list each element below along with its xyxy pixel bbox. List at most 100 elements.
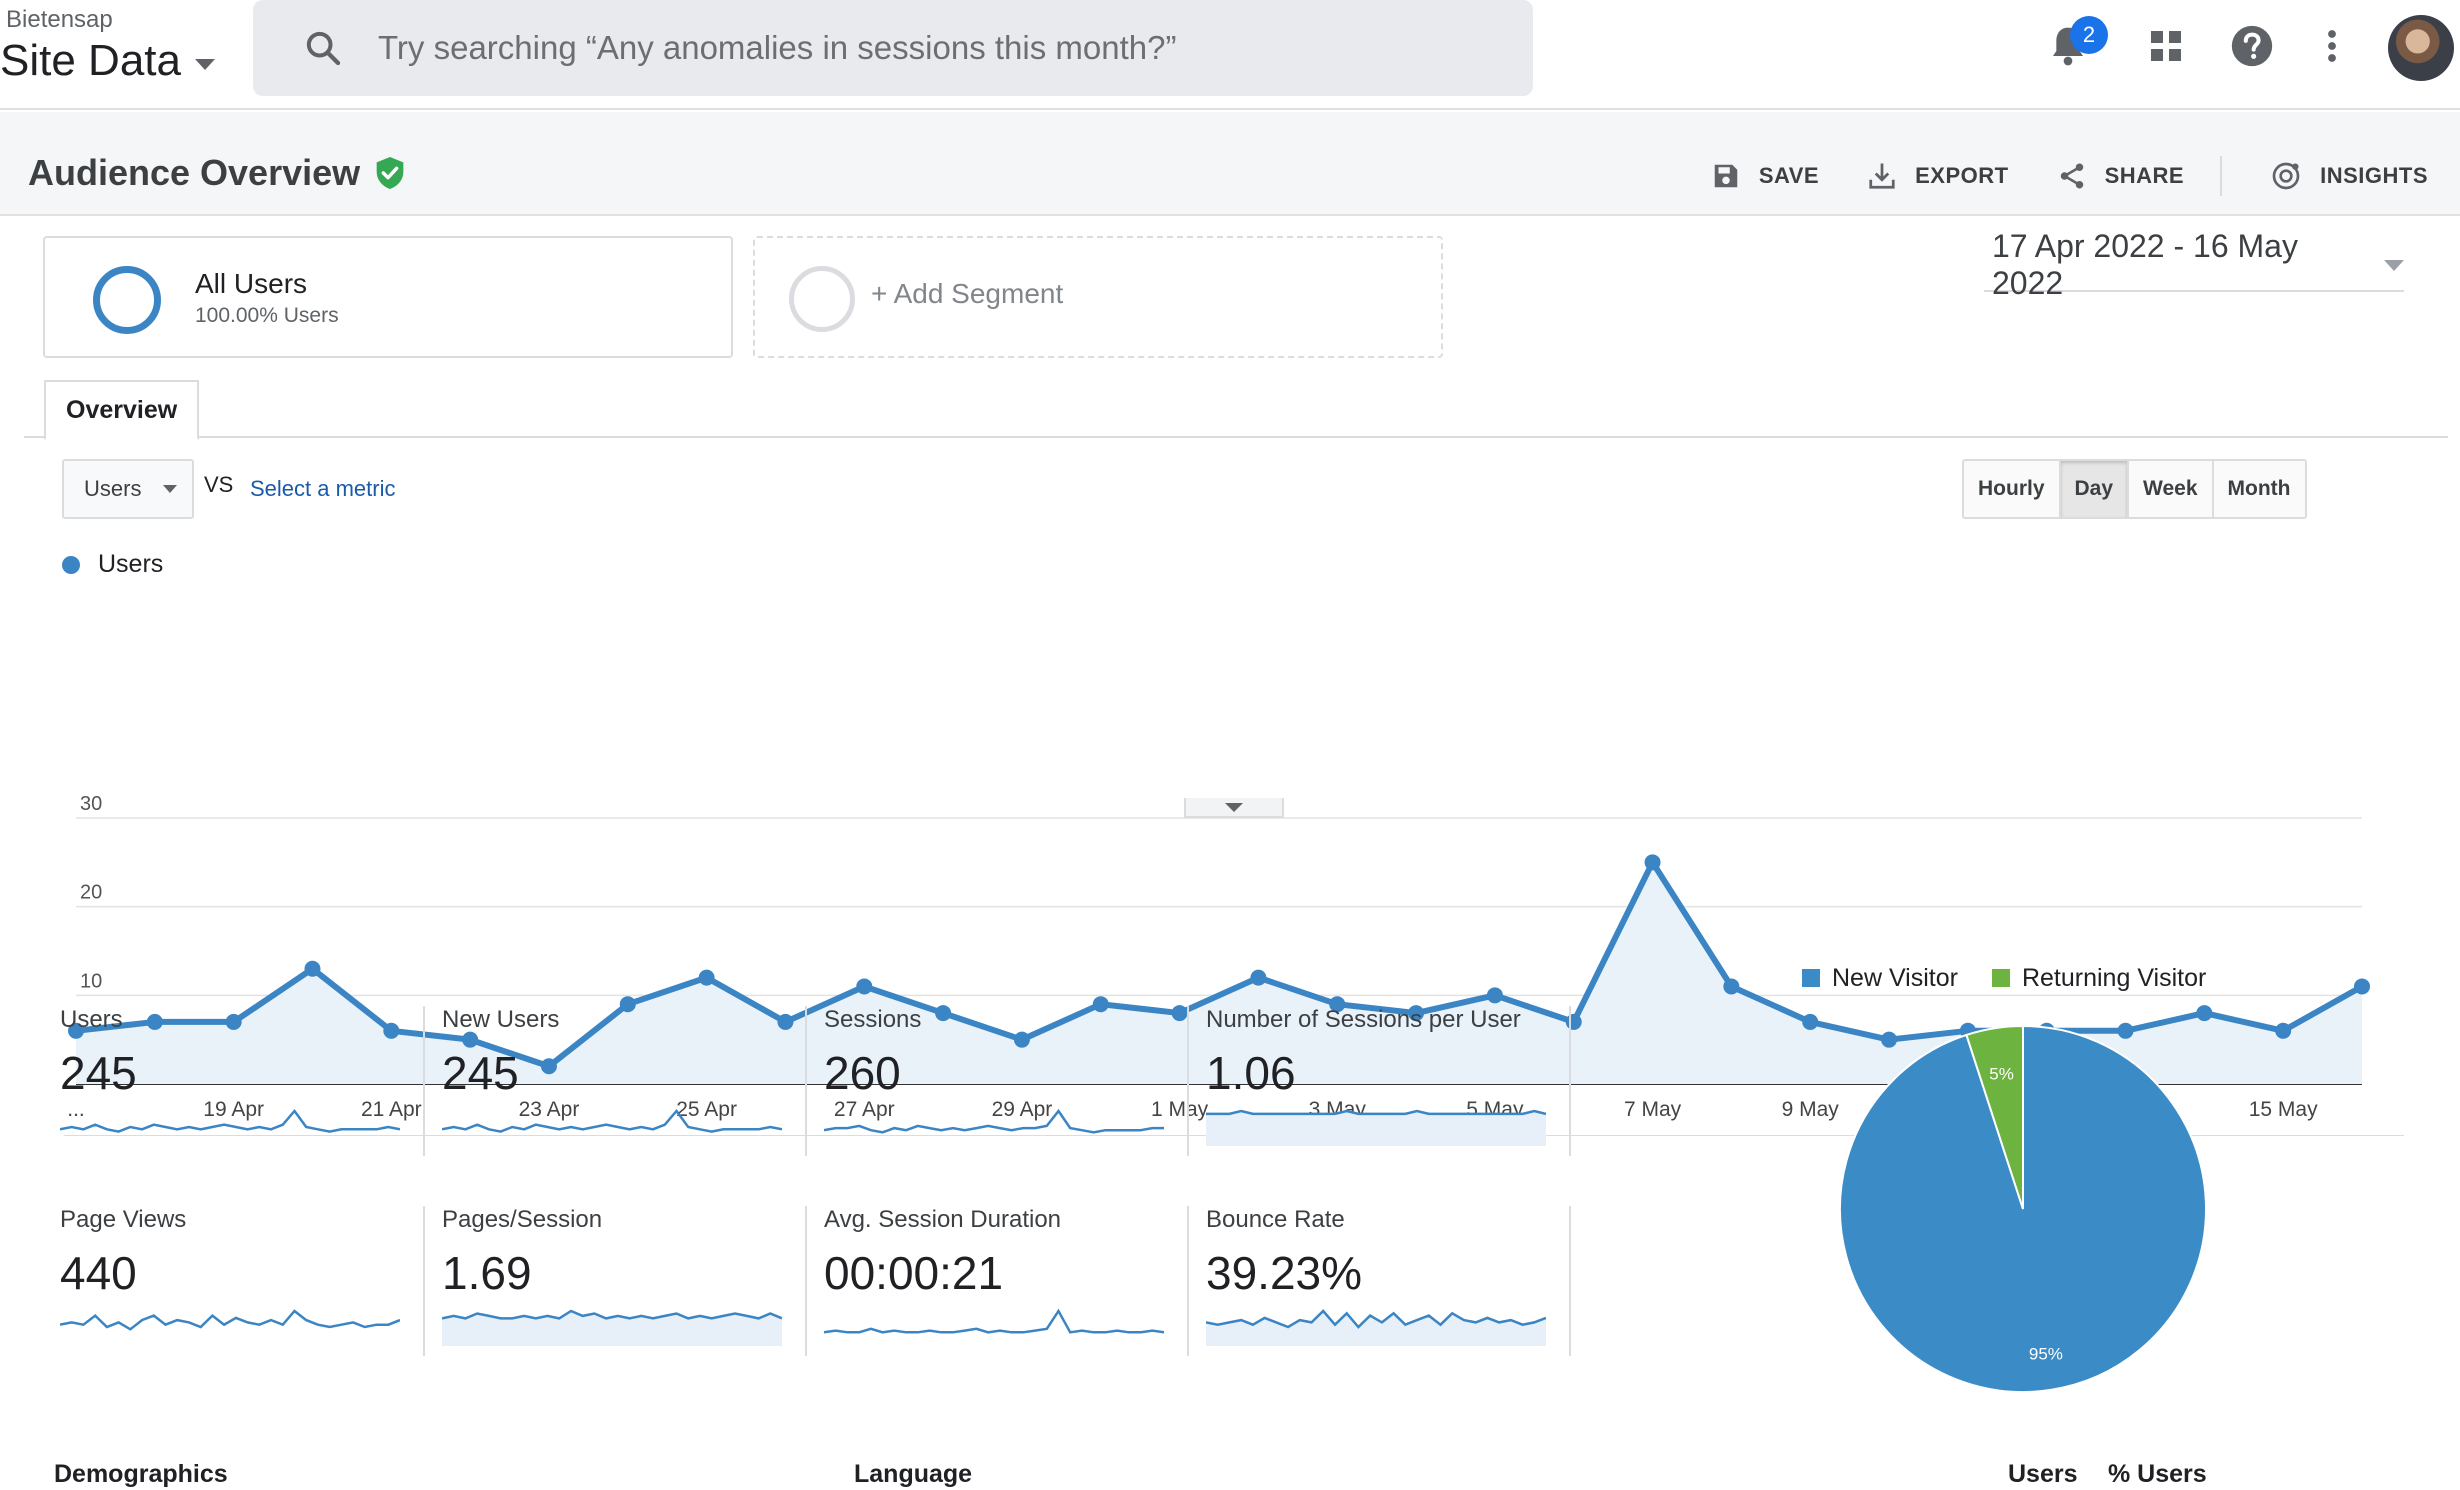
period-week-button[interactable]: Week: [2129, 461, 2214, 517]
data-point[interactable]: [146, 1013, 163, 1030]
chart-legend: Users: [62, 550, 163, 579]
data-point[interactable]: [777, 1013, 794, 1030]
data-point[interactable]: [1408, 1005, 1425, 1022]
chart-collapse-handle[interactable]: [1184, 798, 1284, 818]
tab-overview[interactable]: Overview: [44, 380, 200, 440]
save-button[interactable]: SAVE: [1711, 161, 1819, 191]
card-divider: [1187, 1006, 1189, 1156]
scorecard-new-users[interactable]: New Users 245: [428, 1006, 788, 1196]
notification-badge: 2: [2070, 16, 2108, 54]
data-point[interactable]: [856, 978, 873, 995]
avatar[interactable]: [2388, 15, 2454, 81]
x-tick-label: 21 Apr: [361, 1098, 422, 1121]
data-point[interactable]: [1723, 978, 1740, 995]
data-point[interactable]: [2117, 1022, 2134, 1039]
more-options-button[interactable]: [2306, 20, 2358, 72]
card-divider: [423, 1206, 425, 1356]
pie-slice-label: 95%: [2029, 1345, 2063, 1364]
metric-dropdown[interactable]: Users: [62, 459, 194, 519]
data-point[interactable]: [698, 969, 715, 986]
chevron-down-icon: [1225, 802, 1243, 812]
period-day-button[interactable]: Day: [2060, 461, 2130, 517]
scorecard-pages-per-session[interactable]: Pages/Session 1.69: [428, 1206, 788, 1396]
search-input[interactable]: [378, 0, 1478, 96]
search-bar[interactable]: [253, 0, 1533, 96]
x-tick-label: 27 Apr: [834, 1098, 895, 1121]
data-point[interactable]: [619, 996, 636, 1013]
pie-legend-item-returning[interactable]: Returning Visitor: [1991, 964, 2207, 993]
scorecard-label: New Users: [442, 1006, 560, 1033]
y-tick-label: 10: [80, 970, 102, 992]
x-tick-label: 7 May: [1624, 1098, 1682, 1121]
data-point[interactable]: [1092, 996, 1109, 1013]
demographics-heading: Demographics: [54, 1460, 228, 1488]
data-point[interactable]: [383, 1022, 400, 1039]
add-segment-button[interactable]: + Add Segment: [753, 236, 1443, 358]
pie-legend-label: New Visitor: [1832, 964, 1958, 992]
data-point[interactable]: [2275, 1022, 2292, 1039]
scorecard-users[interactable]: Users 245: [46, 1006, 406, 1196]
data-point[interactable]: [1881, 1031, 1898, 1048]
data-point[interactable]: [2354, 978, 2370, 995]
segment-all-users[interactable]: All Users 100.00% Users: [43, 236, 733, 358]
property-selector[interactable]: Site Data: [0, 36, 215, 86]
pie-legend-item-new[interactable]: New Visitor: [1802, 964, 1958, 993]
pie-slice-label: 5%: [1989, 1064, 2014, 1083]
date-range-picker[interactable]: 17 Apr 2022 - 16 May 2022: [1984, 228, 2404, 301]
data-point[interactable]: [1644, 854, 1661, 871]
account-name: Bietensap: [6, 6, 113, 33]
data-point[interactable]: [935, 1005, 952, 1022]
export-button[interactable]: EXPORT: [1867, 161, 2008, 191]
segment-ring-icon: [93, 266, 161, 334]
period-hourly-button[interactable]: Hourly: [1964, 461, 2061, 517]
legend-swatch: [1991, 969, 2010, 987]
data-point[interactable]: [1486, 987, 1503, 1004]
x-tick-label: ...: [67, 1098, 85, 1121]
data-point[interactable]: [1802, 1013, 1819, 1030]
pie-slice[interactable]: [1965, 1024, 2024, 1210]
y-tick-label: 20: [80, 882, 102, 904]
data-point[interactable]: [1013, 1031, 1030, 1048]
apps-button[interactable]: [2140, 20, 2192, 72]
data-point[interactable]: [68, 1022, 84, 1039]
scorecard-sessions-per-user[interactable]: Number of Sessions per User 1.06: [1192, 1006, 1552, 1196]
card-divider: [1569, 1006, 1571, 1156]
select-metric-link[interactable]: Select a metric: [250, 476, 396, 501]
scorecard-value: 00:00:21: [824, 1247, 1004, 1299]
scorecard-bounce-rate[interactable]: Bounce Rate 39.23%: [1192, 1206, 1552, 1396]
scorecard-avg-session-duration[interactable]: Avg. Session Duration 00:00:21: [810, 1206, 1170, 1396]
scorecard-value: 245: [60, 1047, 137, 1099]
data-point[interactable]: [304, 960, 321, 977]
scorecard-value: 1.06: [1206, 1047, 1296, 1099]
help-button[interactable]: [2226, 20, 2278, 72]
share-icon: [2060, 163, 2083, 189]
scorecard-label: Users: [60, 1006, 123, 1033]
scorecard-value: 39.23%: [1206, 1247, 1363, 1299]
chevron-down-icon: [163, 485, 178, 493]
sparkline-area: [1206, 1311, 1546, 1346]
visitor-pie-chart: 95% 5%: [1839, 1024, 2207, 1393]
pie-legend-label: Returning Visitor: [2021, 964, 2207, 992]
x-tick-label: 19 Apr: [203, 1098, 264, 1121]
chevron-down-icon: [2384, 259, 2404, 271]
page-header: Audience Overview SAVE EXPORT: [0, 112, 2460, 216]
data-point[interactable]: [462, 1031, 479, 1048]
card-divider: [423, 1006, 425, 1156]
share-button[interactable]: SHARE: [2057, 161, 2185, 191]
data-point[interactable]: [225, 1013, 242, 1030]
scorecard-sessions[interactable]: Sessions 260: [810, 1006, 1170, 1196]
legend-swatch: [1802, 969, 1820, 987]
x-tick-label: 23 Apr: [519, 1098, 580, 1121]
data-point[interactable]: [1329, 996, 1346, 1013]
metric-dropdown-value: Users: [84, 476, 142, 501]
data-point[interactable]: [2196, 1005, 2213, 1022]
date-range-text: 17 Apr 2022 - 16 May 2022: [1992, 228, 2298, 301]
data-point[interactable]: [540, 1058, 557, 1075]
period-month-button[interactable]: Month: [2213, 461, 2305, 517]
scorecard-page-views[interactable]: Page Views 440: [46, 1206, 406, 1396]
data-point[interactable]: [1250, 969, 1267, 986]
users-area: [76, 862, 2362, 1084]
insights-button[interactable]: INSIGHTS: [2270, 160, 2428, 192]
scorecard-label: Bounce Rate: [1206, 1206, 1345, 1233]
data-point[interactable]: [1171, 1005, 1188, 1022]
